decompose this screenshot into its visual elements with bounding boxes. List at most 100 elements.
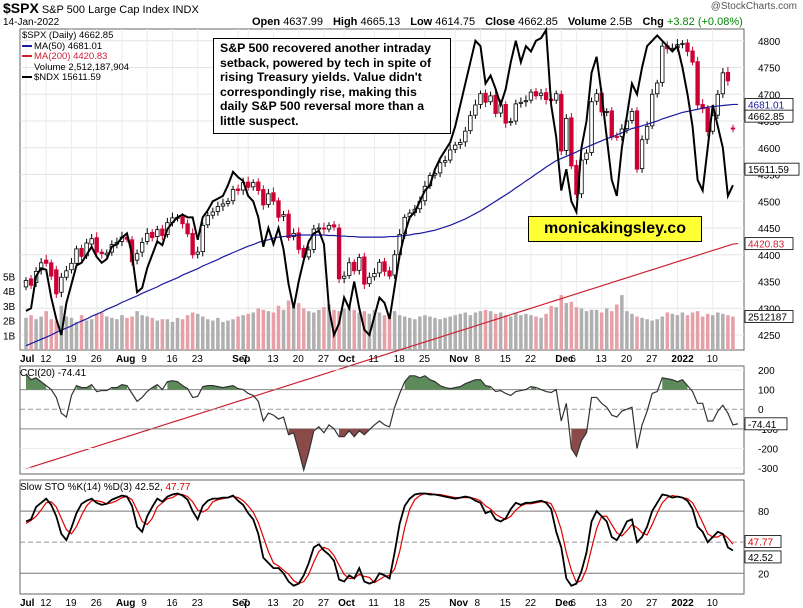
candle-body bbox=[89, 238, 94, 245]
price-tick-label: 4550 bbox=[758, 171, 781, 182]
candle-body bbox=[145, 232, 150, 242]
volume-bar bbox=[145, 316, 149, 350]
price-x-label: 20 bbox=[621, 354, 633, 365]
volume-bar bbox=[64, 316, 69, 350]
sto-x-label: 15 bbox=[500, 598, 512, 608]
volume-bar bbox=[352, 309, 356, 350]
price-x-label: 13 bbox=[267, 354, 279, 365]
candle-body bbox=[483, 92, 488, 103]
volume-bar bbox=[200, 316, 205, 350]
volume-bar bbox=[539, 317, 543, 350]
volume-bar bbox=[514, 312, 518, 350]
price-x-label: Aug bbox=[116, 354, 135, 365]
volume-bar bbox=[276, 305, 281, 350]
candle-body bbox=[44, 259, 49, 264]
volume-bar bbox=[79, 315, 84, 350]
sto-frame bbox=[19, 479, 745, 595]
volume-bar bbox=[498, 312, 503, 350]
cci-tick-label: -100 bbox=[758, 425, 778, 436]
candle-body bbox=[139, 242, 145, 253]
volume-bar bbox=[594, 309, 599, 350]
candle-body bbox=[382, 261, 387, 272]
candle-body bbox=[331, 224, 337, 228]
volume-bar bbox=[705, 313, 710, 350]
volume-bar bbox=[508, 316, 513, 350]
candle-body bbox=[538, 92, 544, 96]
price-x-label: 10 bbox=[707, 354, 719, 365]
volume-bar bbox=[165, 319, 170, 350]
volume-bar bbox=[660, 316, 665, 350]
candle-body bbox=[155, 229, 160, 237]
sto-k-line bbox=[25, 492, 734, 587]
candle-body bbox=[437, 162, 443, 174]
sto-x-label: 23 bbox=[192, 598, 204, 608]
volume-bar bbox=[105, 316, 109, 350]
price-x-label: 12 bbox=[40, 354, 52, 365]
volume-bar bbox=[115, 319, 119, 350]
candle-body bbox=[584, 152, 589, 160]
price-x-label: 7 bbox=[242, 354, 248, 365]
sto-x-label: 13 bbox=[596, 598, 608, 608]
volume-bar bbox=[29, 315, 33, 350]
candle-body bbox=[372, 273, 377, 278]
volume-bar bbox=[190, 312, 195, 350]
price-x-label: 2022 bbox=[671, 354, 694, 365]
ma200-marker: 4420.83 bbox=[748, 240, 785, 251]
candle-body bbox=[508, 121, 513, 124]
volume-bar bbox=[69, 317, 74, 350]
candle-body bbox=[321, 227, 327, 230]
candle-body bbox=[220, 203, 226, 207]
candle-body bbox=[629, 110, 635, 121]
volume-bar bbox=[160, 319, 165, 350]
candle-body bbox=[235, 188, 241, 191]
volume-bar bbox=[120, 315, 124, 350]
price-tick-label: 4350 bbox=[758, 278, 781, 289]
price-tick-label: 4500 bbox=[758, 197, 781, 208]
candle-body bbox=[730, 127, 736, 130]
candle-body bbox=[306, 249, 311, 258]
candle-body bbox=[458, 142, 463, 145]
candle-body bbox=[690, 50, 695, 63]
candle-body bbox=[720, 72, 726, 95]
volume-bar bbox=[140, 315, 144, 350]
candle-body bbox=[604, 110, 609, 113]
volume-bar bbox=[690, 312, 695, 350]
sto-x-label: 19 bbox=[65, 598, 77, 608]
volume-tick-label: 5B bbox=[3, 272, 16, 283]
volume-bar bbox=[665, 312, 670, 350]
sto-x-label: 27 bbox=[646, 598, 658, 608]
volume-bar bbox=[175, 317, 180, 350]
candle-body bbox=[478, 93, 483, 105]
candle-body bbox=[256, 181, 261, 191]
candle-body bbox=[488, 95, 493, 103]
ndx-marker-box bbox=[744, 162, 800, 176]
candle-body bbox=[564, 117, 569, 151]
price-x-label: 27 bbox=[318, 354, 330, 365]
volume-bar bbox=[231, 319, 235, 350]
volume-bar bbox=[604, 308, 609, 350]
last-close-marker-box bbox=[744, 109, 794, 123]
volume-bar bbox=[94, 313, 99, 350]
candle-body bbox=[609, 110, 614, 138]
volume-bar bbox=[110, 317, 114, 350]
volume-bar bbox=[327, 304, 331, 350]
volume-bar bbox=[579, 308, 584, 350]
candle-body bbox=[473, 104, 478, 116]
volume-bar bbox=[185, 315, 190, 350]
candle-body bbox=[281, 214, 286, 217]
volume-bar bbox=[408, 317, 412, 350]
volume-bar bbox=[155, 320, 160, 350]
candle-body bbox=[695, 61, 700, 106]
volume-bar bbox=[342, 308, 346, 350]
volume-bar bbox=[89, 319, 94, 350]
stockcharts-watermark: @StockCharts.com bbox=[710, 1, 797, 12]
price-tick-label: 4600 bbox=[758, 144, 781, 155]
price-x-label: 11 bbox=[368, 354, 379, 365]
volume-bar bbox=[372, 309, 377, 350]
volume-bar bbox=[650, 320, 654, 350]
volume-bar bbox=[271, 312, 276, 350]
volume-bar bbox=[296, 303, 301, 350]
volume-bar bbox=[211, 320, 215, 350]
volume-bar bbox=[620, 295, 624, 350]
annotation-box: S&P 500 recovered another intraday setba… bbox=[213, 38, 451, 134]
